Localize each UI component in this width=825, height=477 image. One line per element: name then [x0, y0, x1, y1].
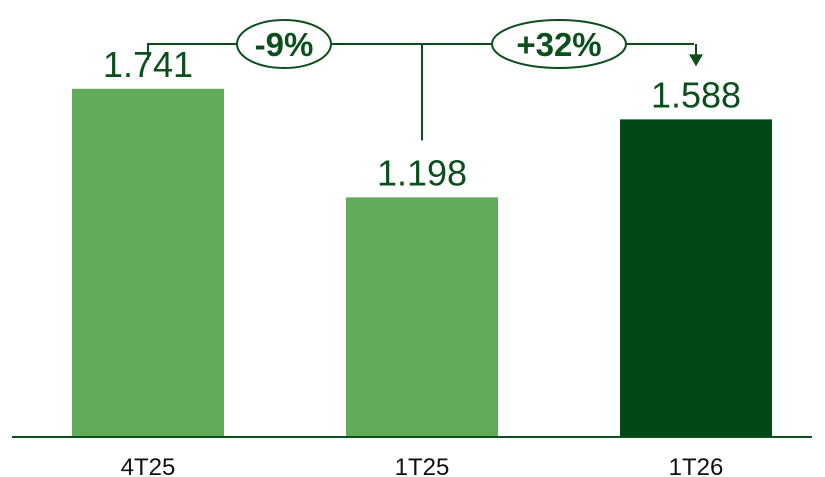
- comparison-connector: -9% +32%: [147, 19, 703, 141]
- delta-badge-2-outline: [491, 19, 627, 69]
- bar-1t26: [620, 119, 772, 438]
- delta-badge-1: -9%: [236, 19, 332, 69]
- category-label-1t25: 1T25: [395, 454, 450, 477]
- bar-1t25: [346, 197, 498, 437]
- category-label-4t25: 4T25: [121, 454, 176, 477]
- category-labels-group: 4T25 1T25 1T26: [121, 454, 724, 477]
- bars-group: [72, 88, 772, 438]
- category-label-1t26: 1T26: [669, 454, 724, 477]
- delta-badge-1-outline: [236, 19, 332, 69]
- value-label-1t26: 1.588: [651, 74, 741, 115]
- delta-badge-1-label: -9%: [255, 26, 314, 63]
- comparison-arrowhead: [689, 54, 703, 67]
- value-label-1t25: 1.198: [377, 152, 467, 193]
- bar-4t25: [72, 88, 224, 438]
- delta-badge-2-label: +32%: [516, 26, 601, 63]
- delta-badge-2: +32%: [491, 19, 627, 69]
